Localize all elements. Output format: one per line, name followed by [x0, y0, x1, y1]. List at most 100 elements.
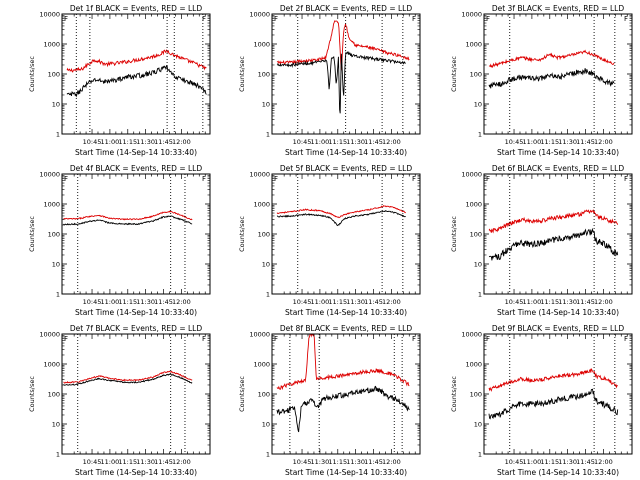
- x-tick-label: 10:45: [505, 138, 524, 146]
- x-tick-label: 10:45: [505, 458, 524, 466]
- y-tick-label: 10: [262, 101, 270, 109]
- x-tick-label: 11:45: [364, 298, 383, 306]
- x-tick-label: 11:00: [523, 298, 542, 306]
- series-events-line: [66, 64, 207, 98]
- x-tick-label: 11:45: [364, 138, 383, 146]
- panel-2: Det 2f BLACK = Events, RED = LLD Counts/s…: [238, 4, 421, 157]
- y-tick-label: 1000: [465, 201, 482, 209]
- x-tick-label: 11:30: [558, 458, 577, 466]
- y-tick-label: 10000: [461, 331, 482, 339]
- x-tick-label: 12:00: [594, 298, 613, 306]
- x-tick-label: 10:45: [505, 298, 524, 306]
- y-tick-label: 1000: [43, 41, 60, 49]
- y-tick-label: 1: [478, 291, 482, 299]
- x-tick-label: 10:45: [293, 458, 312, 466]
- plot-area: [276, 334, 410, 433]
- x-tick-label: 11:00: [311, 138, 330, 146]
- corner-marker-right: F: [412, 15, 416, 23]
- panel-title: Det 6f BLACK = Events, RED = LLD: [492, 164, 625, 173]
- y-tick-label: 1000: [465, 361, 482, 369]
- y-tick-label: 10: [474, 261, 482, 269]
- x-tick-label: 11:30: [136, 298, 155, 306]
- x-tick-label: 12:00: [172, 138, 191, 146]
- y-tick-label: 1000: [43, 201, 60, 209]
- y-tick-label: 1: [266, 451, 270, 459]
- series-lld-line: [276, 334, 410, 391]
- y-tick-label: 1000: [253, 41, 270, 49]
- x-tick-label: 11:30: [136, 458, 155, 466]
- y-tick-label: 10000: [39, 331, 60, 339]
- plot-area: [63, 370, 193, 386]
- panel-title: Det 4f BLACK = Events, RED = LLD: [70, 164, 203, 173]
- y-tick-label: 1000: [465, 41, 482, 49]
- y-tick-label: 10000: [249, 331, 270, 339]
- panel-3: Det 3f BLACK = Events, RED = LLD Counts/s…: [450, 4, 633, 157]
- axes-frame: [61, 333, 211, 455]
- corner-marker-left: F: [274, 15, 278, 23]
- series-events-line: [488, 68, 615, 89]
- x-tick-label: 11:15: [118, 458, 137, 466]
- corner-marker-right: F: [202, 15, 206, 23]
- y-tick-label: 100: [48, 71, 60, 79]
- x-axis-label: Start Time (14-Sep-14 10:33:40): [497, 468, 619, 477]
- series-events-line: [276, 209, 406, 227]
- corner-marker-left: F: [64, 15, 68, 23]
- series-events-line: [488, 227, 619, 261]
- y-tick-label: 1: [56, 131, 60, 139]
- x-tick-label: 11:15: [540, 138, 559, 146]
- x-tick-label: 11:30: [311, 458, 330, 466]
- x-tick-label: 11:45: [576, 298, 595, 306]
- x-tick-label: 11:15: [118, 298, 137, 306]
- x-tick-label: 11:30: [136, 138, 155, 146]
- y-tick-label: 1: [478, 451, 482, 459]
- panel-title: Det 1f BLACK = Events, RED = LLD: [70, 4, 203, 13]
- x-tick-label: 12:00: [172, 298, 191, 306]
- x-tick-label: 11:45: [364, 458, 383, 466]
- x-tick-label: 11:15: [540, 298, 559, 306]
- x-tick-label: 12:00: [594, 458, 613, 466]
- y-axis-label: Counts/sec: [450, 376, 458, 412]
- x-axis-label: Start Time (14-Sep-14 10:33:40): [285, 148, 407, 157]
- panel-title: Det 9f BLACK = Events, RED = LLD: [492, 324, 625, 333]
- x-tick-label: 11:00: [523, 458, 542, 466]
- series-lld-line: [488, 49, 615, 69]
- axes-frame: [271, 173, 421, 295]
- x-tick-label: 11:45: [154, 138, 173, 146]
- axes-frame: [61, 13, 211, 135]
- x-axis-label: Start Time (14-Sep-14 10:33:40): [75, 148, 197, 157]
- x-tick-label: 11:45: [154, 298, 173, 306]
- corner-marker-right: F: [624, 15, 628, 23]
- x-axis-label: Start Time (14-Sep-14 10:33:40): [497, 148, 619, 157]
- x-tick-label: 12:00: [594, 138, 613, 146]
- series-lld-line: [63, 210, 193, 221]
- series-lld-line: [488, 368, 618, 392]
- plot-area: [66, 49, 207, 98]
- y-tick-label: 100: [258, 71, 270, 79]
- y-tick-label: 1: [266, 291, 270, 299]
- y-tick-label: 1000: [43, 361, 60, 369]
- corner-marker-right: F: [202, 335, 206, 343]
- plot-area: [63, 210, 193, 226]
- x-tick-label: 11:00: [101, 138, 120, 146]
- axes-frame: [483, 333, 633, 455]
- y-tick-label: 1: [56, 451, 60, 459]
- series-events-line: [63, 373, 193, 386]
- corner-marker-left: F: [486, 15, 490, 23]
- x-tick-label: 11:15: [540, 458, 559, 466]
- x-tick-label: 11:00: [523, 138, 542, 146]
- x-tick-label: 11:30: [558, 138, 577, 146]
- x-axis-label: Start Time (14-Sep-14 10:33:40): [285, 468, 407, 477]
- x-tick-label: 11:45: [576, 138, 595, 146]
- y-tick-label: 100: [48, 231, 60, 239]
- x-tick-label: 11:00: [311, 298, 330, 306]
- x-tick-label: 11:45: [154, 458, 173, 466]
- plot-area: [276, 20, 410, 114]
- y-axis-label: Counts/sec: [238, 376, 246, 412]
- y-tick-label: 10000: [39, 171, 60, 179]
- corner-marker-right: F: [202, 175, 206, 183]
- corner-marker-left: F: [274, 335, 278, 343]
- corner-marker-left: F: [64, 335, 68, 343]
- x-tick-label: 11:30: [346, 298, 365, 306]
- y-axis-label: Counts/sec: [238, 56, 246, 92]
